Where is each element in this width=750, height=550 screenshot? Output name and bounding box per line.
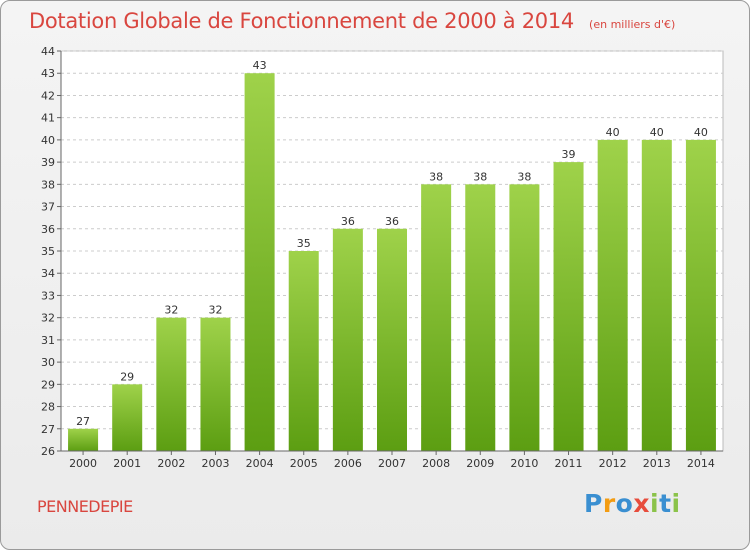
- logo-letter: i: [671, 489, 681, 518]
- bar-value-label: 32: [164, 304, 178, 317]
- y-tick-label: 42: [41, 89, 55, 102]
- proxiti-logo[interactable]: Proxiti: [584, 489, 681, 518]
- bar-value-label: 29: [120, 370, 134, 383]
- chart-title: Dotation Globale de Fonctionnement de 20…: [29, 9, 574, 33]
- bar-value-label: 36: [385, 215, 399, 228]
- bar: [597, 139, 628, 451]
- bar-value-label: 38: [473, 170, 487, 183]
- bar: [332, 228, 363, 451]
- bar: [421, 184, 452, 452]
- bar: [112, 384, 143, 451]
- y-tick-label: 32: [41, 312, 55, 325]
- bar: [200, 317, 231, 451]
- y-tick-label: 33: [41, 289, 55, 302]
- bar: [288, 251, 319, 451]
- x-tick-label: 2000: [69, 457, 97, 470]
- x-tick-label: 2012: [599, 457, 627, 470]
- y-tick-label: 30: [41, 356, 55, 369]
- y-tick-label: 41: [41, 112, 55, 125]
- bar: [553, 162, 584, 451]
- x-tick-label: 2004: [246, 457, 274, 470]
- x-tick-label: 2008: [422, 457, 450, 470]
- y-tick-label: 29: [41, 378, 55, 391]
- x-tick-label: 2003: [201, 457, 229, 470]
- x-tick-label: 2011: [555, 457, 583, 470]
- y-tick-label: 36: [41, 223, 55, 236]
- x-tick-label: 2007: [378, 457, 406, 470]
- bar: [641, 139, 672, 451]
- x-tick-label: 2013: [643, 457, 671, 470]
- y-tick-label: 40: [41, 134, 55, 147]
- y-tick-label: 44: [41, 45, 55, 58]
- bar-value-label: 35: [297, 237, 311, 250]
- y-tick-label: 28: [41, 401, 55, 414]
- y-tick-label: 31: [41, 334, 55, 347]
- bar: [685, 139, 716, 451]
- y-tick-label: 39: [41, 156, 55, 169]
- logo-letter: r: [602, 489, 616, 518]
- title-row: Dotation Globale de Fonctionnement de 20…: [29, 9, 675, 33]
- x-tick-label: 2001: [113, 457, 141, 470]
- x-tick-label: 2009: [466, 457, 494, 470]
- chart-subtitle: (en milliers d'€): [589, 18, 676, 31]
- logo-letter: P: [584, 489, 603, 518]
- bar-value-label: 39: [562, 148, 576, 161]
- y-tick-label: 34: [41, 267, 55, 280]
- y-tick-label: 26: [41, 445, 55, 458]
- bar-value-label: 40: [606, 126, 620, 139]
- y-tick-label: 35: [41, 245, 55, 258]
- bar: [376, 228, 408, 451]
- bar-value-label: 38: [429, 170, 443, 183]
- y-tick-label: 37: [41, 201, 55, 214]
- x-tick-label: 2010: [510, 457, 538, 470]
- bar: [509, 184, 540, 452]
- bar-value-label: 32: [208, 304, 222, 317]
- logo-letter: x: [633, 489, 650, 518]
- bar-value-label: 36: [341, 215, 355, 228]
- bar: [465, 184, 496, 452]
- commune-name: PENNEDEPIE: [37, 497, 133, 516]
- logo-letter: o: [615, 489, 634, 518]
- bar-value-label: 40: [694, 126, 708, 139]
- bar-value-label: 38: [517, 170, 531, 183]
- x-tick-label: 2006: [334, 457, 362, 470]
- bar-value-label: 40: [650, 126, 664, 139]
- x-tick-label: 2002: [157, 457, 185, 470]
- y-tick-label: 43: [41, 67, 55, 80]
- bar: [68, 428, 99, 451]
- bar: [156, 317, 187, 451]
- logo-letter: t: [659, 489, 672, 518]
- bar-value-label: 43: [253, 59, 267, 72]
- x-tick-label: 2005: [290, 457, 318, 470]
- bar: [244, 73, 275, 451]
- x-tick-label: 2014: [687, 457, 715, 470]
- y-tick-label: 27: [41, 423, 55, 436]
- bar-value-label: 27: [76, 415, 90, 428]
- logo-letter: i: [650, 489, 660, 518]
- y-tick-label: 38: [41, 178, 55, 191]
